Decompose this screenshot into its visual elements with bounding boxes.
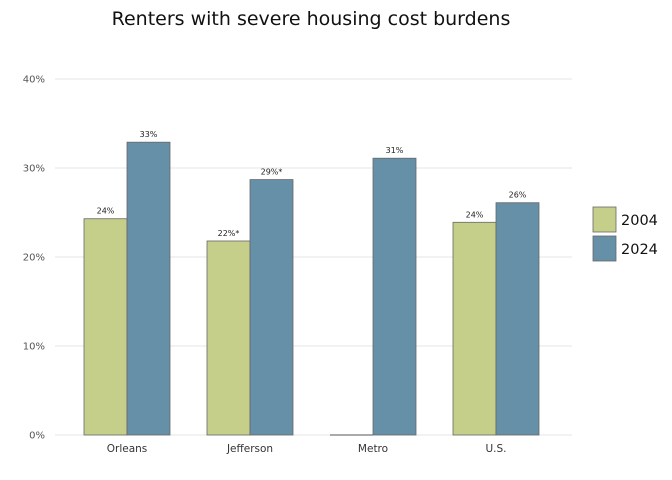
y-tick-label: 30% — [23, 164, 45, 175]
data-label: 22%* — [218, 229, 240, 238]
bar-2004-orleans — [83, 218, 128, 436]
data-label: 31% — [386, 146, 404, 155]
legend-swatch-2004 — [592, 206, 617, 233]
x-tick-label: Orleans — [107, 443, 148, 455]
data-labels: 24% 33% 22%* 29%* 31% 24% 26% — [97, 130, 527, 238]
data-label: 24% — [466, 210, 484, 219]
legend-label: 2004 — [621, 213, 658, 229]
y-axis-ticks: 0% 10% 20% 30% 40% — [23, 75, 45, 442]
data-label: 24% — [97, 207, 115, 216]
legend: 2004 2024 — [592, 206, 658, 262]
y-tick-label: 20% — [23, 253, 45, 264]
data-label: 29%* — [261, 168, 283, 177]
x-tick-label: Jefferson — [226, 443, 273, 455]
bar-2004-us — [452, 221, 497, 436]
x-axis-ticks: Orleans Jefferson Metro U.S. — [107, 443, 507, 455]
bar-2024-jefferson — [249, 179, 294, 436]
bar-2024-us — [495, 202, 540, 436]
bar-2024-metro — [372, 157, 417, 436]
bars — [83, 141, 540, 436]
data-label: 26% — [509, 191, 527, 200]
chart-title: Renters with severe housing cost burdens — [112, 8, 511, 30]
bar-2024-orleans — [126, 141, 171, 436]
legend-label: 2024 — [621, 242, 658, 258]
data-label: 33% — [140, 130, 158, 139]
x-tick-label: U.S. — [485, 443, 506, 455]
x-tick-label: Metro — [358, 443, 388, 455]
y-tick-label: 40% — [23, 75, 45, 86]
y-tick-label: 10% — [23, 342, 45, 353]
bar-2004-jefferson — [206, 240, 251, 436]
y-tick-label: 0% — [29, 431, 45, 442]
legend-swatch-2024 — [592, 235, 617, 262]
